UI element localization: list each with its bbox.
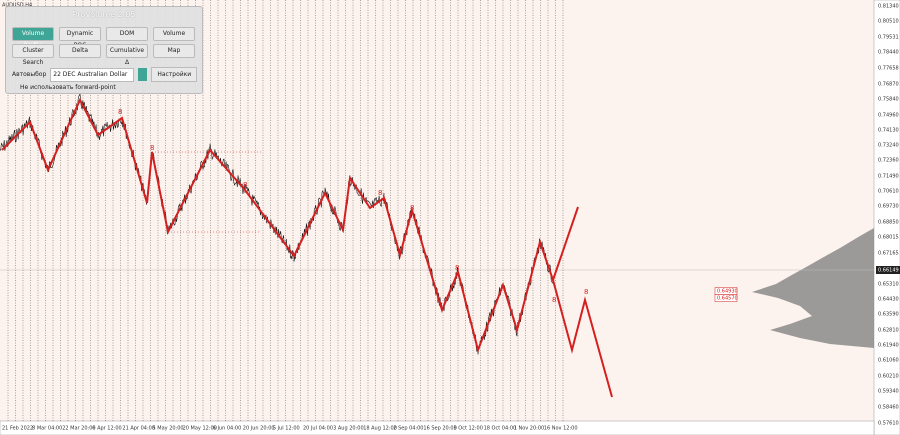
time-label: 6 Jun 04:00 bbox=[213, 426, 242, 432]
price-label: 0.77658 bbox=[878, 66, 899, 72]
price-label: 0.68015 bbox=[878, 235, 899, 241]
price-label: 0.63590 bbox=[878, 312, 899, 318]
price-label: 0.67165 bbox=[878, 251, 899, 257]
level-label: 0.64570 bbox=[717, 296, 738, 302]
price-label: 0.61060 bbox=[878, 358, 899, 364]
button-grid: Volume ProfileDynamic POC DOM Volume Cluste… bbox=[12, 27, 195, 66]
time-label: 18 Aug 12:00 bbox=[363, 426, 397, 432]
dropdown-arrow[interactable] bbox=[138, 68, 148, 81]
current-price: 0.66149 bbox=[878, 268, 899, 274]
time-label: 20 Jun 20:00 bbox=[243, 426, 275, 432]
wave-label: 8 bbox=[150, 144, 154, 152]
time-scale bbox=[0, 420, 875, 435]
panel-title: ProVolume 2.05 bbox=[72, 10, 136, 19]
symbol: AUDUSD,H4 bbox=[2, 3, 32, 9]
level-label: 0.64930 bbox=[717, 289, 738, 295]
price-label: 0.76870 bbox=[878, 82, 899, 88]
wave-label: 8 bbox=[552, 296, 556, 304]
forward-point-option[interactable]: Не использовать forward-point bbox=[20, 84, 116, 91]
time-label: 3 Oct 12:00 bbox=[454, 426, 483, 432]
current-price-box bbox=[876, 266, 900, 274]
panel-button[interactable]: Delta bbox=[59, 44, 101, 58]
panel-button[interactable]: Cumulative Δ bbox=[106, 44, 148, 66]
time-label: 16 Sep 20:00 bbox=[423, 426, 456, 432]
price-label: 0.69730 bbox=[878, 204, 899, 210]
wave-label: 8 bbox=[118, 108, 122, 116]
time-label: 2 Sep 04:00 bbox=[393, 426, 423, 432]
price-label: 0.80510 bbox=[878, 19, 899, 25]
time-label: 5 May 20:00 bbox=[153, 426, 184, 432]
wave-label: 8 bbox=[410, 204, 414, 212]
price-scale bbox=[873, 0, 900, 435]
time-label: 6 Apr 12:00 bbox=[92, 426, 121, 432]
price-label: 0.59340 bbox=[878, 389, 899, 395]
price-label: 0.79531 bbox=[878, 35, 899, 41]
panel-button[interactable]: Map bbox=[153, 44, 195, 58]
wave-label: 8 bbox=[584, 288, 588, 296]
price-label: 0.60210 bbox=[878, 374, 899, 380]
time-label: 21 Apr 04:00 bbox=[122, 426, 155, 432]
projection bbox=[552, 279, 613, 398]
panel-button[interactable]: DOM bbox=[106, 27, 148, 41]
price-label: 0.68850 bbox=[878, 220, 899, 226]
price-label: 0.70610 bbox=[878, 189, 899, 195]
price-label: 0.57610 bbox=[878, 421, 899, 427]
price-label: 0.64430 bbox=[878, 297, 899, 303]
price-label: 0.72360 bbox=[878, 158, 899, 164]
time-label: 16 Nov 12:00 bbox=[544, 426, 578, 432]
price-label: 0.78440 bbox=[878, 50, 899, 56]
instrument-row: Автовыбор 22 DEC Australian Dollar Настр… bbox=[12, 67, 198, 82]
price-label: 0.71490 bbox=[878, 174, 899, 180]
price-label: 0.58460 bbox=[878, 405, 899, 411]
time-label: 1 Nov 20:00 bbox=[514, 426, 545, 432]
price-label: 0.74130 bbox=[878, 128, 899, 134]
price-label: 0.62810 bbox=[878, 328, 899, 334]
instrument-select[interactable]: 22 DEC Australian Dollar bbox=[50, 67, 135, 82]
zigzag bbox=[1, 97, 579, 354]
volume-profile bbox=[752, 228, 874, 348]
panel-button[interactable]: Dynamic POC bbox=[59, 27, 101, 49]
wave-label: 8 bbox=[455, 264, 459, 272]
panel-button[interactable]: Volume bbox=[153, 27, 195, 41]
settings-button[interactable]: Настройки bbox=[151, 67, 198, 82]
time-label: 18 Oct 04:00 bbox=[484, 426, 517, 432]
time-label: 20 Jul 04:00 bbox=[303, 426, 333, 432]
panel-button[interactable]: Volume Profile bbox=[12, 27, 54, 49]
time-label: 5 Jul 12:00 bbox=[273, 426, 300, 432]
price-label: 0.81340 bbox=[878, 4, 899, 10]
price-label: 0.65310 bbox=[878, 282, 899, 288]
time-label: 22 Mar 20:00 bbox=[62, 426, 95, 432]
price-label: 0.61940 bbox=[878, 343, 899, 349]
time-label: 3 Aug 20:00 bbox=[333, 426, 364, 432]
time-label: 8 Mar 04:00 bbox=[32, 426, 62, 432]
wave-label: 8 bbox=[378, 189, 382, 197]
level-box bbox=[714, 294, 738, 302]
time-label: 20 May 12:00 bbox=[183, 426, 217, 432]
panel-button[interactable]: Cluster Search bbox=[12, 44, 54, 66]
auto-select[interactable]: Автовыбор bbox=[12, 71, 47, 78]
price-label: 0.74960 bbox=[878, 113, 899, 119]
time-label: 21 Feb 2022 bbox=[2, 426, 33, 432]
provolume-panel: ProVolume 2.05 Volume ProfileDynamic POC… bbox=[5, 6, 203, 94]
price-label: 0.73240 bbox=[878, 143, 899, 149]
price-label: 0.75840 bbox=[878, 97, 899, 103]
wave-label: 8 bbox=[243, 181, 247, 189]
